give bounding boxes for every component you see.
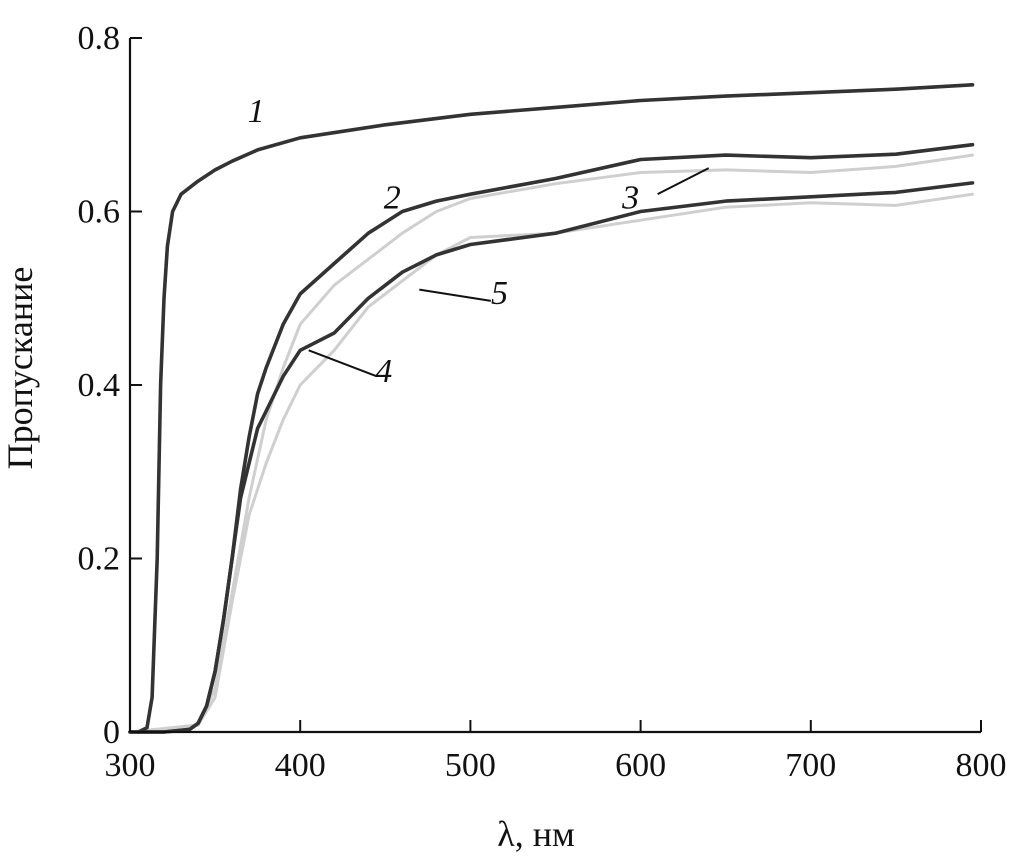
curve-3 <box>128 153 974 734</box>
y-tick-label: 0.6 <box>78 194 121 231</box>
y-axis-title: Пропускание <box>0 267 40 470</box>
x-axis-title: λ, нм <box>497 814 575 854</box>
curve-label-1: 1 <box>248 93 265 130</box>
leader-line-5 <box>419 288 491 302</box>
y-tick-label: 0.8 <box>78 20 121 57</box>
curve-5 <box>128 192 974 734</box>
curve-1 <box>136 83 975 734</box>
x-tick-label: 600 <box>615 747 666 784</box>
curve-label-4: 4 <box>375 353 392 390</box>
x-tick-label: 400 <box>275 747 326 784</box>
curves-layer <box>128 83 975 734</box>
y-tick-label: 0.4 <box>78 367 121 404</box>
leader-lines <box>308 167 710 378</box>
x-ticks: 300 400 500 600 700 800 <box>105 720 1007 784</box>
x-tick-label: 700 <box>785 747 836 784</box>
curve-label-5: 5 <box>491 275 508 312</box>
y-tick-label: 0.2 <box>78 541 121 578</box>
leader-line-4 <box>308 349 378 378</box>
curve-label-2: 2 <box>384 180 401 217</box>
curve-labels: 1 2 3 4 5 <box>248 93 639 390</box>
x-tick-label: 500 <box>445 747 496 784</box>
x-tick-label: 800 <box>956 747 1007 784</box>
curve-4 <box>128 181 975 734</box>
y-tick-label: 0 <box>103 714 120 751</box>
curve-label-3: 3 <box>621 180 639 217</box>
leader-line-3 <box>657 167 710 196</box>
y-ticks: 0 0.2 0.4 0.6 0.8 <box>78 20 142 751</box>
x-tick-label: 300 <box>105 747 156 784</box>
